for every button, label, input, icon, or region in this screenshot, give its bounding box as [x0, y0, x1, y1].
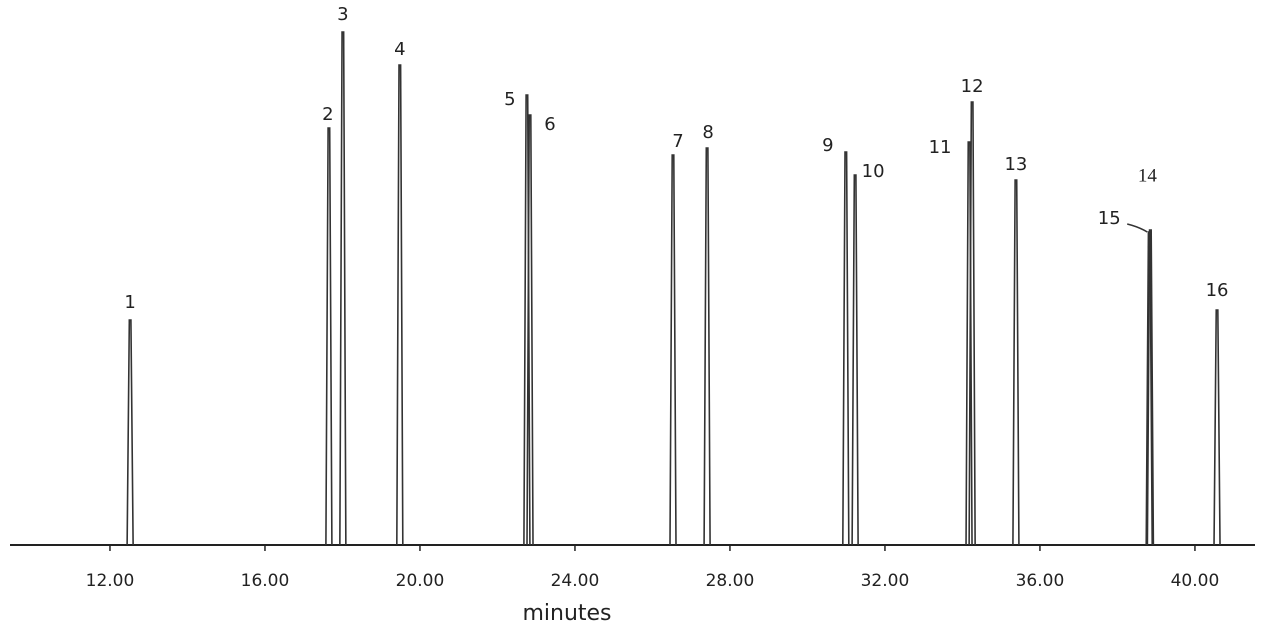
peak-label: 11: [929, 137, 952, 158]
peak: [1146, 229, 1155, 546]
x-tick-label: 20.00: [396, 571, 445, 591]
x-tick-label: 16.00: [241, 571, 290, 591]
peak: [842, 151, 850, 546]
peak-label: 4: [394, 39, 405, 60]
peak: [526, 114, 534, 546]
x-tick-label: 28.00: [706, 571, 755, 591]
x-tick-label: 36.00: [1016, 571, 1065, 591]
peak: [339, 31, 347, 546]
peak: [968, 101, 976, 546]
peak-label: 2: [322, 104, 333, 125]
peak-label: 8: [702, 122, 713, 143]
peak: [126, 319, 134, 546]
peak-label: 13: [1004, 154, 1027, 175]
peak-label: 10: [862, 161, 885, 182]
peak-label: 14: [1138, 165, 1158, 186]
peak-label: 1: [124, 292, 135, 313]
x-axis-title: minutes: [522, 601, 611, 626]
peak-label: 6: [544, 114, 555, 135]
peak: [703, 147, 711, 546]
x-tick-label: 40.00: [1171, 571, 1220, 591]
x-tick-label: 24.00: [551, 571, 600, 591]
leader-line: [1127, 223, 1148, 233]
x-tick-label: 32.00: [861, 571, 910, 591]
peak: [1012, 179, 1020, 546]
peak-label: 15: [1098, 208, 1121, 229]
peak-label: 12: [961, 76, 984, 97]
x-tick-label: 12.00: [86, 571, 135, 591]
peak-label: 9: [822, 135, 833, 156]
peak-label: 3: [337, 4, 348, 25]
peak: [325, 127, 333, 546]
peak: [669, 154, 677, 546]
peak-label: 5: [504, 89, 515, 110]
peak: [1145, 231, 1154, 546]
peak: [1213, 309, 1221, 546]
peak-label: 16: [1206, 280, 1229, 301]
peak: [851, 174, 859, 546]
peak-label: 7: [672, 131, 683, 152]
peak: [396, 64, 404, 546]
